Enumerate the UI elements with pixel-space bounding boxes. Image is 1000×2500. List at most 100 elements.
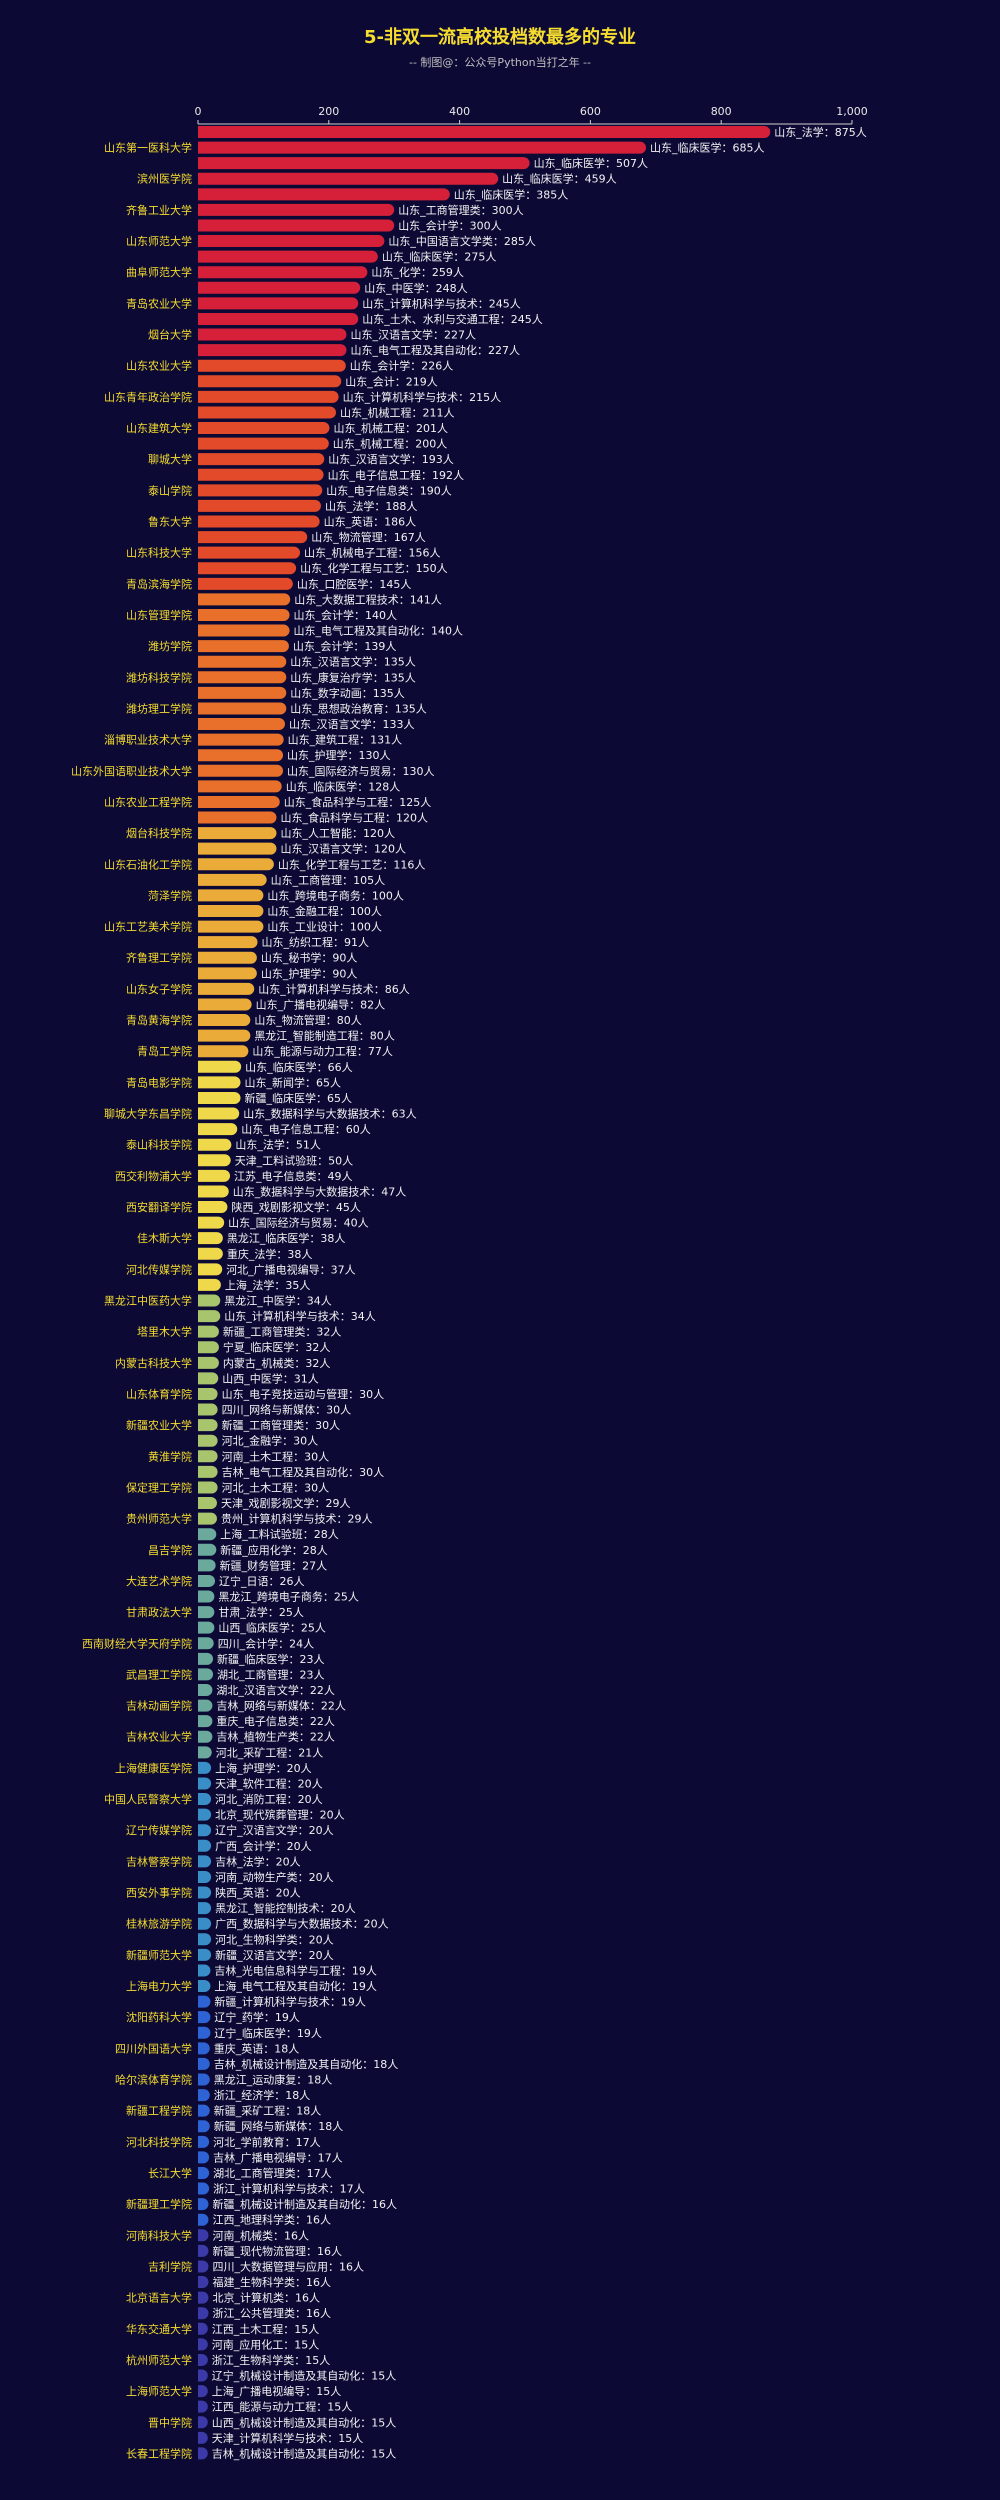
bar xyxy=(198,1637,214,1650)
bar-data-label: 黑龙江_临床医学：38人 xyxy=(227,1231,345,1245)
bar-data-label: 山东_汉语言文学：135人 xyxy=(290,655,416,669)
bar xyxy=(198,686,287,699)
bar xyxy=(198,2089,210,2102)
y-category-label: 山东外国语职业技术大学 xyxy=(71,764,192,778)
bar-data-label: 山东_跨境电子商务：100人 xyxy=(267,888,404,902)
y-category-label: 中国人民警察大学 xyxy=(104,1792,192,1806)
bar xyxy=(198,718,285,731)
bar xyxy=(198,359,346,372)
bar-data-label: 辽宁_汉语言文学：20人 xyxy=(215,1823,334,1837)
bar xyxy=(198,780,282,793)
bar-data-label: 山东_计算机科学与技术：245人 xyxy=(362,296,520,310)
bar-data-label: 山东_金融工程：100人 xyxy=(267,904,382,918)
bar-data-label: 山东_建筑工程：131人 xyxy=(288,733,403,747)
bar xyxy=(198,2353,208,2366)
bar xyxy=(198,1606,215,1619)
bar-data-label: 山东_机械工程：200人 xyxy=(333,437,448,451)
bar-data-label: 重庆_英语：18人 xyxy=(214,2041,300,2055)
y-category-label: 贵州师范大学 xyxy=(126,1512,192,1526)
bar-data-label: 四川_网络与新媒体：30人 xyxy=(222,1403,352,1417)
bar-data-label: 广西_数据科学与大数据技术：20人 xyxy=(215,1917,389,1931)
bar-data-label: 山东_会计学：139人 xyxy=(293,639,397,653)
y-category-label: 山东体育学院 xyxy=(126,1387,192,1401)
bar-data-label: 浙江_经济学：18人 xyxy=(214,2088,311,2102)
bar-data-label: 山东_物流管理：80人 xyxy=(254,1013,362,1027)
bar xyxy=(198,1668,214,1681)
bar xyxy=(198,936,258,949)
bar xyxy=(198,1263,223,1276)
y-category-label: 晋中学院 xyxy=(148,2415,192,2429)
bar xyxy=(198,1917,212,1930)
bar-data-label: 山东_思想政治教育：135人 xyxy=(290,701,427,715)
bar xyxy=(198,546,301,559)
bar xyxy=(198,2213,209,2226)
bar xyxy=(198,2229,209,2242)
bar xyxy=(198,1450,218,1463)
bar-data-label: 新疆_工商管理类：32人 xyxy=(223,1325,341,1339)
bar-data-label: 山东_会计学：226人 xyxy=(350,359,454,373)
bar-data-label: 山东_人工智能：120人 xyxy=(280,826,395,840)
bar xyxy=(198,1185,229,1198)
bar xyxy=(198,1793,212,1806)
x-tick-label: 200 xyxy=(318,105,339,118)
x-axis: 0 200 400 600 800 1,000 xyxy=(195,105,868,125)
y-category-label: 塔里木大学 xyxy=(137,1325,192,1339)
bar-data-label: 山东_临床医学：66人 xyxy=(245,1060,353,1074)
bar-data-label: 山东_化学工程与工艺：150人 xyxy=(300,561,448,575)
bar-data-label: 河南_动物生产类：20人 xyxy=(215,1870,334,1884)
bar-data-label: 山东_数字动画：135人 xyxy=(290,686,405,700)
bar xyxy=(198,172,499,185)
y-category-label: 烟台大学 xyxy=(148,328,192,342)
bar xyxy=(198,499,321,512)
bar xyxy=(198,1325,219,1338)
bar xyxy=(198,2400,208,2413)
bar xyxy=(198,422,330,435)
bar xyxy=(198,1699,213,1712)
y-category-label: 桂林旅游学院 xyxy=(126,1917,192,1931)
y-category-label: 内蒙古科技大学 xyxy=(115,1356,192,1370)
y-category-label: 上海师范大学 xyxy=(126,2384,192,2398)
bar xyxy=(198,1543,217,1556)
bar-data-label: 吉林_植物生产类：22人 xyxy=(216,1730,335,1744)
bar-data-label: 吉林_法学：20人 xyxy=(215,1854,301,1868)
bar xyxy=(198,468,324,481)
bar-data-label: 江苏_电子信息类：49人 xyxy=(234,1169,353,1183)
bar xyxy=(198,2276,209,2289)
bar-data-label: 山东_秘书学：90人 xyxy=(261,951,358,965)
bar-data-label: 山东_口腔医学：145人 xyxy=(297,577,412,591)
bar xyxy=(198,858,274,871)
bar xyxy=(198,515,320,528)
bar xyxy=(198,2026,211,2039)
y-category-label: 山东女子学院 xyxy=(126,982,192,996)
bar-data-label: 上海_电气工程及其自动化：19人 xyxy=(214,1979,377,1993)
bar-data-label: 山东_康复治疗学：135人 xyxy=(290,670,416,684)
bar-data-label: 山东_计算机科学与技术：215人 xyxy=(343,390,502,404)
bar xyxy=(198,1169,231,1182)
bar xyxy=(198,2338,208,2351)
bar xyxy=(198,998,252,1011)
y-category-label: 聊城大学 xyxy=(148,452,192,466)
bar xyxy=(198,1060,242,1073)
bar-data-label: 上海_广播电视编导：15人 xyxy=(212,2384,342,2398)
bar-data-label: 上海_法学：35人 xyxy=(225,1278,311,1292)
bar xyxy=(198,1434,218,1447)
y-category-label: 新疆理工学院 xyxy=(126,2197,192,2211)
bar xyxy=(198,2244,209,2257)
bar xyxy=(198,2135,210,2148)
bar-data-label: 新疆_应用化学：28人 xyxy=(220,1543,328,1557)
y-category-label: 上海电力大学 xyxy=(126,1979,192,1993)
bar xyxy=(198,2073,210,2086)
y-category-label: 聊城大学东昌学院 xyxy=(104,1107,192,1121)
bar xyxy=(198,531,308,544)
bar xyxy=(198,1559,216,1572)
bar-data-label: 山东_汉语言文学：227人 xyxy=(350,328,476,342)
bar-data-label: 辽宁_日语：26人 xyxy=(219,1574,305,1588)
bar xyxy=(198,640,289,653)
y-category-label: 山东青年政治学院 xyxy=(104,390,192,404)
bar xyxy=(198,1154,231,1167)
bar-data-label: 山东_汉语言文学：133人 xyxy=(289,717,415,731)
bar-data-label: 山东_临床医学：685人 xyxy=(650,141,765,155)
y-category-label: 齐鲁理工学院 xyxy=(126,951,192,965)
bar-data-label: 山东_英语：186人 xyxy=(324,515,417,529)
